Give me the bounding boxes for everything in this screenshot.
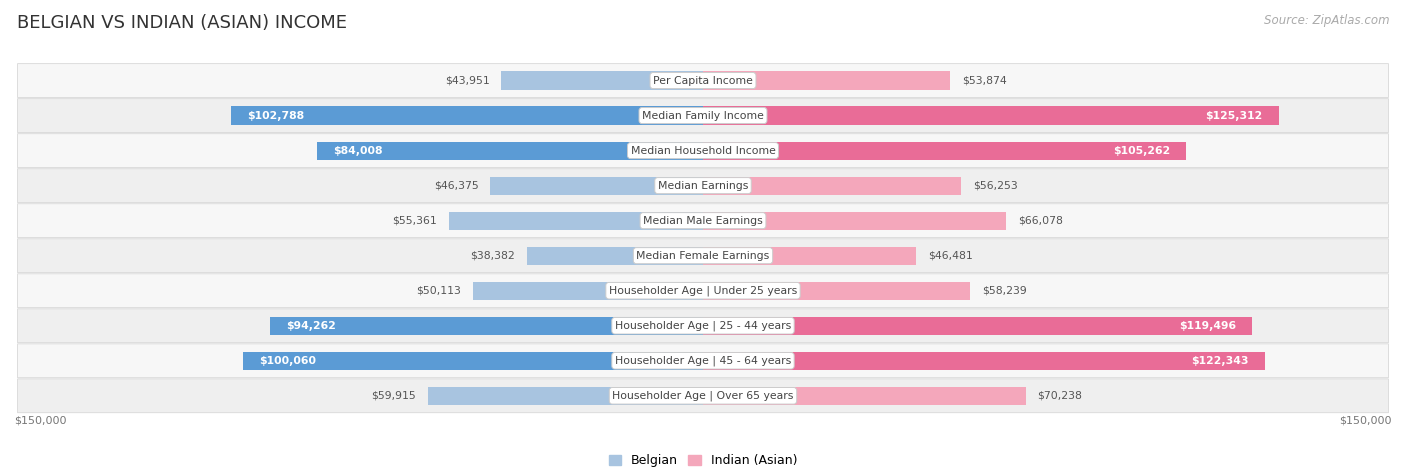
- Bar: [427, 387, 703, 405]
- Bar: [703, 352, 1265, 370]
- FancyBboxPatch shape: [17, 274, 1389, 308]
- Text: $53,874: $53,874: [962, 76, 1007, 85]
- Legend: Belgian, Indian (Asian): Belgian, Indian (Asian): [603, 449, 803, 467]
- Text: $70,238: $70,238: [1038, 391, 1083, 401]
- Text: Householder Age | 25 - 44 years: Householder Age | 25 - 44 years: [614, 320, 792, 331]
- Bar: [703, 317, 1251, 335]
- Text: $100,060: $100,060: [260, 356, 316, 366]
- Bar: [703, 142, 1187, 160]
- Text: $56,253: $56,253: [973, 181, 1018, 191]
- Text: Median Male Earnings: Median Male Earnings: [643, 216, 763, 226]
- Text: $59,915: $59,915: [371, 391, 416, 401]
- Text: $119,496: $119,496: [1178, 321, 1236, 331]
- Bar: [703, 177, 962, 195]
- Text: $55,361: $55,361: [392, 216, 437, 226]
- Bar: [231, 106, 703, 125]
- Bar: [449, 212, 703, 230]
- Text: Householder Age | 45 - 64 years: Householder Age | 45 - 64 years: [614, 355, 792, 366]
- FancyBboxPatch shape: [17, 204, 1389, 238]
- Bar: [527, 247, 703, 265]
- Bar: [703, 106, 1278, 125]
- FancyBboxPatch shape: [17, 309, 1389, 343]
- Text: $150,000: $150,000: [1340, 415, 1392, 425]
- Text: $58,239: $58,239: [981, 286, 1026, 296]
- Text: $105,262: $105,262: [1114, 146, 1170, 156]
- FancyBboxPatch shape: [17, 344, 1389, 378]
- FancyBboxPatch shape: [17, 169, 1389, 203]
- FancyBboxPatch shape: [17, 134, 1389, 168]
- Bar: [703, 247, 917, 265]
- Text: Median Family Income: Median Family Income: [643, 111, 763, 120]
- Bar: [270, 317, 703, 335]
- FancyBboxPatch shape: [17, 239, 1389, 273]
- Text: $66,078: $66,078: [1018, 216, 1063, 226]
- FancyBboxPatch shape: [17, 379, 1389, 413]
- Text: Source: ZipAtlas.com: Source: ZipAtlas.com: [1264, 14, 1389, 27]
- Text: $50,113: $50,113: [416, 286, 461, 296]
- Text: $46,375: $46,375: [434, 181, 478, 191]
- Text: Householder Age | Over 65 years: Householder Age | Over 65 years: [612, 390, 794, 401]
- Text: Householder Age | Under 25 years: Householder Age | Under 25 years: [609, 285, 797, 296]
- Bar: [318, 142, 703, 160]
- Text: $43,951: $43,951: [444, 76, 489, 85]
- Text: Median Household Income: Median Household Income: [630, 146, 776, 156]
- Bar: [243, 352, 703, 370]
- Bar: [703, 212, 1007, 230]
- FancyBboxPatch shape: [17, 99, 1389, 133]
- Text: $38,382: $38,382: [471, 251, 515, 261]
- Bar: [501, 71, 703, 90]
- Text: Median Earnings: Median Earnings: [658, 181, 748, 191]
- Bar: [472, 282, 703, 300]
- Bar: [703, 282, 970, 300]
- Text: $102,788: $102,788: [247, 111, 304, 120]
- FancyBboxPatch shape: [17, 64, 1389, 98]
- Text: $125,312: $125,312: [1205, 111, 1263, 120]
- Text: $94,262: $94,262: [287, 321, 336, 331]
- Text: $46,481: $46,481: [928, 251, 973, 261]
- Bar: [491, 177, 703, 195]
- Text: $150,000: $150,000: [14, 415, 66, 425]
- Text: Median Female Earnings: Median Female Earnings: [637, 251, 769, 261]
- Text: BELGIAN VS INDIAN (ASIAN) INCOME: BELGIAN VS INDIAN (ASIAN) INCOME: [17, 14, 347, 32]
- Text: $122,343: $122,343: [1191, 356, 1249, 366]
- Text: Per Capita Income: Per Capita Income: [652, 76, 754, 85]
- Bar: [703, 71, 950, 90]
- Bar: [703, 387, 1025, 405]
- Text: $84,008: $84,008: [333, 146, 382, 156]
